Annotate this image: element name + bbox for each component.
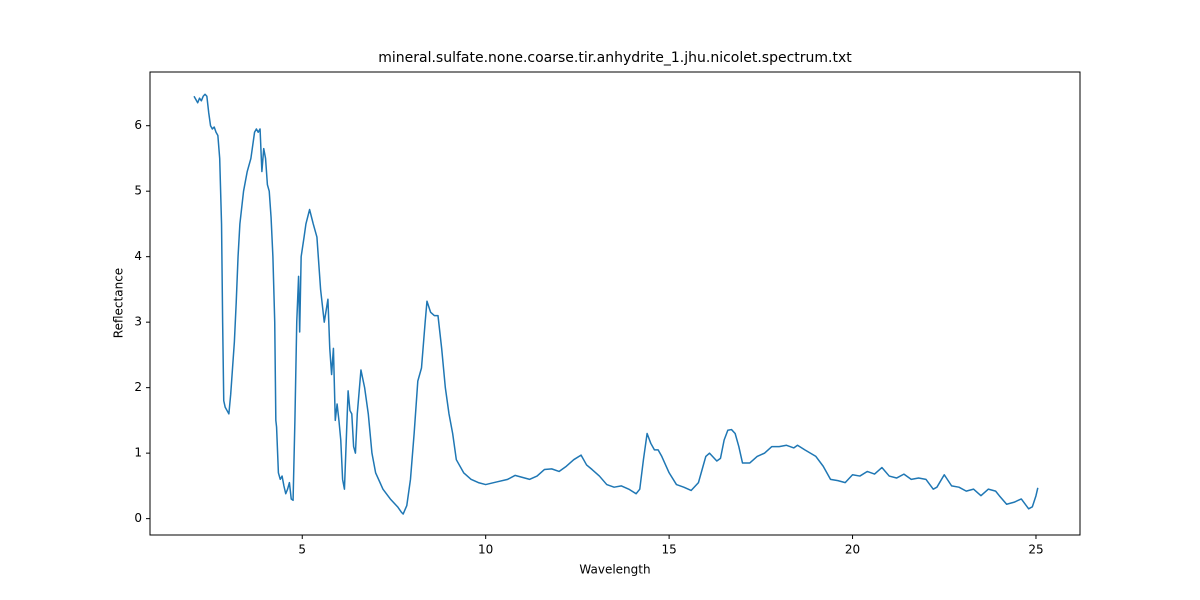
- y-tick-label: 0: [134, 511, 142, 525]
- y-tick-label: 4: [134, 249, 142, 263]
- data-line: [193, 93, 1039, 515]
- y-tick-label: 3: [134, 315, 142, 329]
- chart-title: mineral.sulfate.none.coarse.tir.anhydrit…: [378, 50, 852, 66]
- y-axis-label: Reflectance: [112, 268, 126, 338]
- x-tick-label: 10: [478, 543, 493, 557]
- y-tick-label: 1: [134, 446, 142, 460]
- x-tick-label: 25: [1028, 543, 1043, 557]
- x-axis-label: Wavelength: [579, 563, 650, 577]
- x-tick-label: 20: [845, 543, 860, 557]
- x-tick-label: 15: [661, 543, 676, 557]
- y-tick-label: 2: [134, 380, 142, 394]
- x-tick-label: 5: [298, 543, 306, 557]
- y-tick-label: 5: [134, 184, 142, 198]
- y-tick-label: 6: [134, 118, 142, 132]
- plot-frame: [149, 71, 1081, 536]
